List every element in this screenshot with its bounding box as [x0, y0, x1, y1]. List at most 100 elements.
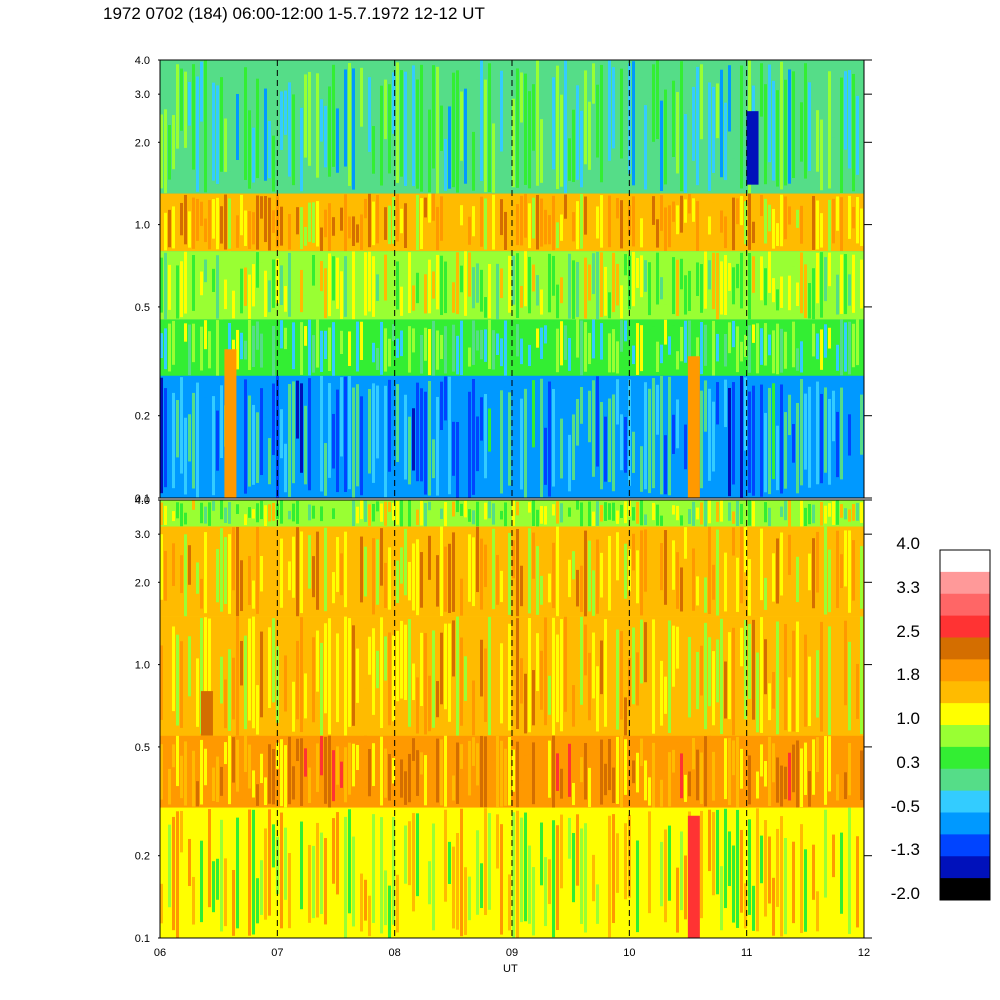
texture-column — [524, 531, 527, 564]
texture-column — [172, 511, 175, 522]
texture-column — [236, 616, 239, 736]
texture-column — [364, 500, 367, 522]
y-tick-label: 0.5 — [135, 302, 150, 314]
texture-column — [344, 194, 347, 252]
texture-column — [324, 736, 327, 804]
texture-column — [800, 379, 803, 486]
texture-column — [360, 396, 363, 496]
texture-column — [552, 735, 555, 808]
texture-column — [296, 527, 299, 617]
texture-column — [328, 501, 331, 521]
texture-column — [680, 618, 683, 674]
texture-column — [780, 626, 783, 724]
texture-column — [824, 387, 827, 473]
texture-column — [528, 845, 531, 924]
texture-column — [600, 552, 603, 598]
texture-column — [556, 65, 559, 190]
texture-column — [324, 623, 327, 714]
texture-column — [236, 504, 239, 515]
texture-column — [304, 835, 307, 937]
texture-column — [644, 260, 647, 292]
texture-column — [604, 195, 607, 251]
texture-column — [592, 380, 595, 477]
texture-column — [796, 282, 799, 307]
texture-column — [656, 384, 659, 435]
texture-column — [676, 259, 679, 317]
texture-column — [192, 64, 195, 170]
texture-column — [700, 810, 703, 919]
texture-column — [608, 815, 611, 938]
texture-column — [416, 509, 419, 526]
texture-column — [716, 529, 719, 616]
texture-column — [692, 618, 695, 701]
texture-column — [232, 67, 235, 119]
texture-column — [824, 324, 827, 358]
texture-column — [608, 398, 611, 483]
texture-column — [732, 527, 735, 556]
texture-column — [624, 823, 627, 900]
texture-column — [716, 333, 719, 362]
texture-column — [460, 503, 463, 516]
texture-column — [848, 414, 851, 456]
texture-column — [332, 413, 335, 469]
texture-column — [760, 617, 763, 733]
texture-column — [508, 194, 511, 251]
texture-column — [352, 836, 355, 927]
texture-column — [604, 320, 607, 342]
texture-column — [552, 255, 555, 296]
texture-column — [816, 381, 819, 485]
texture-column — [664, 89, 667, 185]
texture-column — [728, 632, 731, 720]
texture-column — [380, 503, 383, 522]
texture-column — [644, 514, 647, 526]
texture-column — [744, 527, 747, 573]
texture-column — [620, 631, 623, 720]
texture-column — [436, 681, 439, 718]
texture-column — [212, 319, 215, 364]
texture-column — [532, 264, 535, 292]
texture-column — [212, 861, 215, 913]
texture-column — [840, 832, 843, 914]
texture-column — [332, 322, 335, 376]
texture-column — [500, 199, 503, 236]
texture-column — [768, 836, 771, 904]
texture-column — [720, 261, 723, 315]
texture-column — [776, 223, 779, 246]
texture-column — [336, 746, 339, 785]
texture-column — [432, 271, 435, 299]
texture-column — [404, 71, 407, 187]
texture-column — [300, 322, 303, 375]
texture-column — [492, 528, 495, 610]
texture-column — [300, 502, 303, 524]
texture-column — [820, 119, 823, 191]
texture-column — [500, 338, 503, 367]
texture-column — [264, 417, 267, 488]
texture-column — [400, 759, 403, 798]
texture-column — [592, 253, 595, 295]
texture-column — [624, 114, 627, 179]
texture-column — [624, 416, 627, 473]
texture-column — [340, 65, 343, 184]
texture-column — [516, 529, 519, 617]
texture-column — [380, 376, 383, 498]
texture-column — [792, 424, 795, 463]
texture-column — [620, 320, 623, 352]
texture-column — [260, 388, 263, 476]
texture-column — [336, 257, 339, 309]
texture-column — [480, 329, 483, 360]
texture-column — [500, 740, 503, 807]
texture-column — [728, 65, 731, 132]
texture-column — [672, 257, 675, 315]
texture-column — [764, 412, 767, 493]
texture-column — [812, 504, 815, 524]
texture-column — [220, 500, 223, 520]
texture-column — [268, 120, 271, 179]
texture-column — [260, 333, 263, 368]
texture-column — [780, 765, 783, 807]
texture-column — [420, 198, 423, 250]
texture-column — [384, 385, 387, 498]
texture-column — [640, 738, 643, 767]
texture-column — [376, 650, 379, 689]
texture-column — [300, 207, 303, 250]
texture-column — [492, 194, 495, 250]
